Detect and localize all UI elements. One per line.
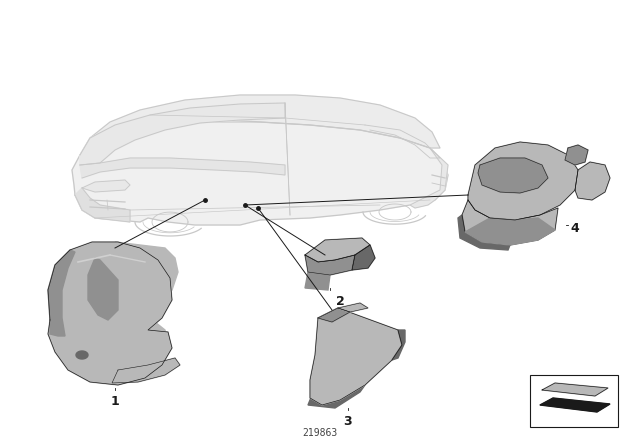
Polygon shape: [542, 383, 608, 396]
Polygon shape: [308, 385, 365, 408]
Text: 2: 2: [335, 295, 344, 308]
Polygon shape: [410, 148, 448, 208]
Polygon shape: [305, 238, 370, 262]
Polygon shape: [80, 158, 285, 178]
Bar: [530, 375, 618, 427]
Text: 3: 3: [344, 415, 352, 428]
Polygon shape: [338, 303, 368, 312]
Polygon shape: [575, 162, 610, 200]
Polygon shape: [88, 258, 118, 320]
Polygon shape: [82, 180, 130, 192]
Polygon shape: [75, 188, 130, 222]
Polygon shape: [458, 215, 510, 250]
Polygon shape: [352, 245, 375, 270]
Polygon shape: [318, 308, 350, 322]
Polygon shape: [76, 351, 88, 359]
Polygon shape: [468, 142, 578, 220]
Polygon shape: [80, 95, 440, 165]
Polygon shape: [310, 308, 402, 405]
Polygon shape: [540, 398, 610, 412]
Polygon shape: [478, 158, 548, 193]
Polygon shape: [465, 218, 555, 245]
Polygon shape: [305, 272, 330, 290]
Polygon shape: [392, 330, 405, 360]
Polygon shape: [112, 358, 180, 383]
Polygon shape: [462, 200, 558, 245]
Polygon shape: [50, 242, 178, 375]
Polygon shape: [48, 242, 172, 385]
Polygon shape: [80, 103, 285, 165]
Text: 219863: 219863: [302, 428, 338, 438]
Polygon shape: [72, 120, 448, 225]
Polygon shape: [305, 255, 355, 275]
Polygon shape: [565, 145, 588, 165]
Polygon shape: [48, 250, 75, 336]
Text: 4: 4: [570, 221, 579, 234]
Text: 1: 1: [111, 395, 120, 408]
